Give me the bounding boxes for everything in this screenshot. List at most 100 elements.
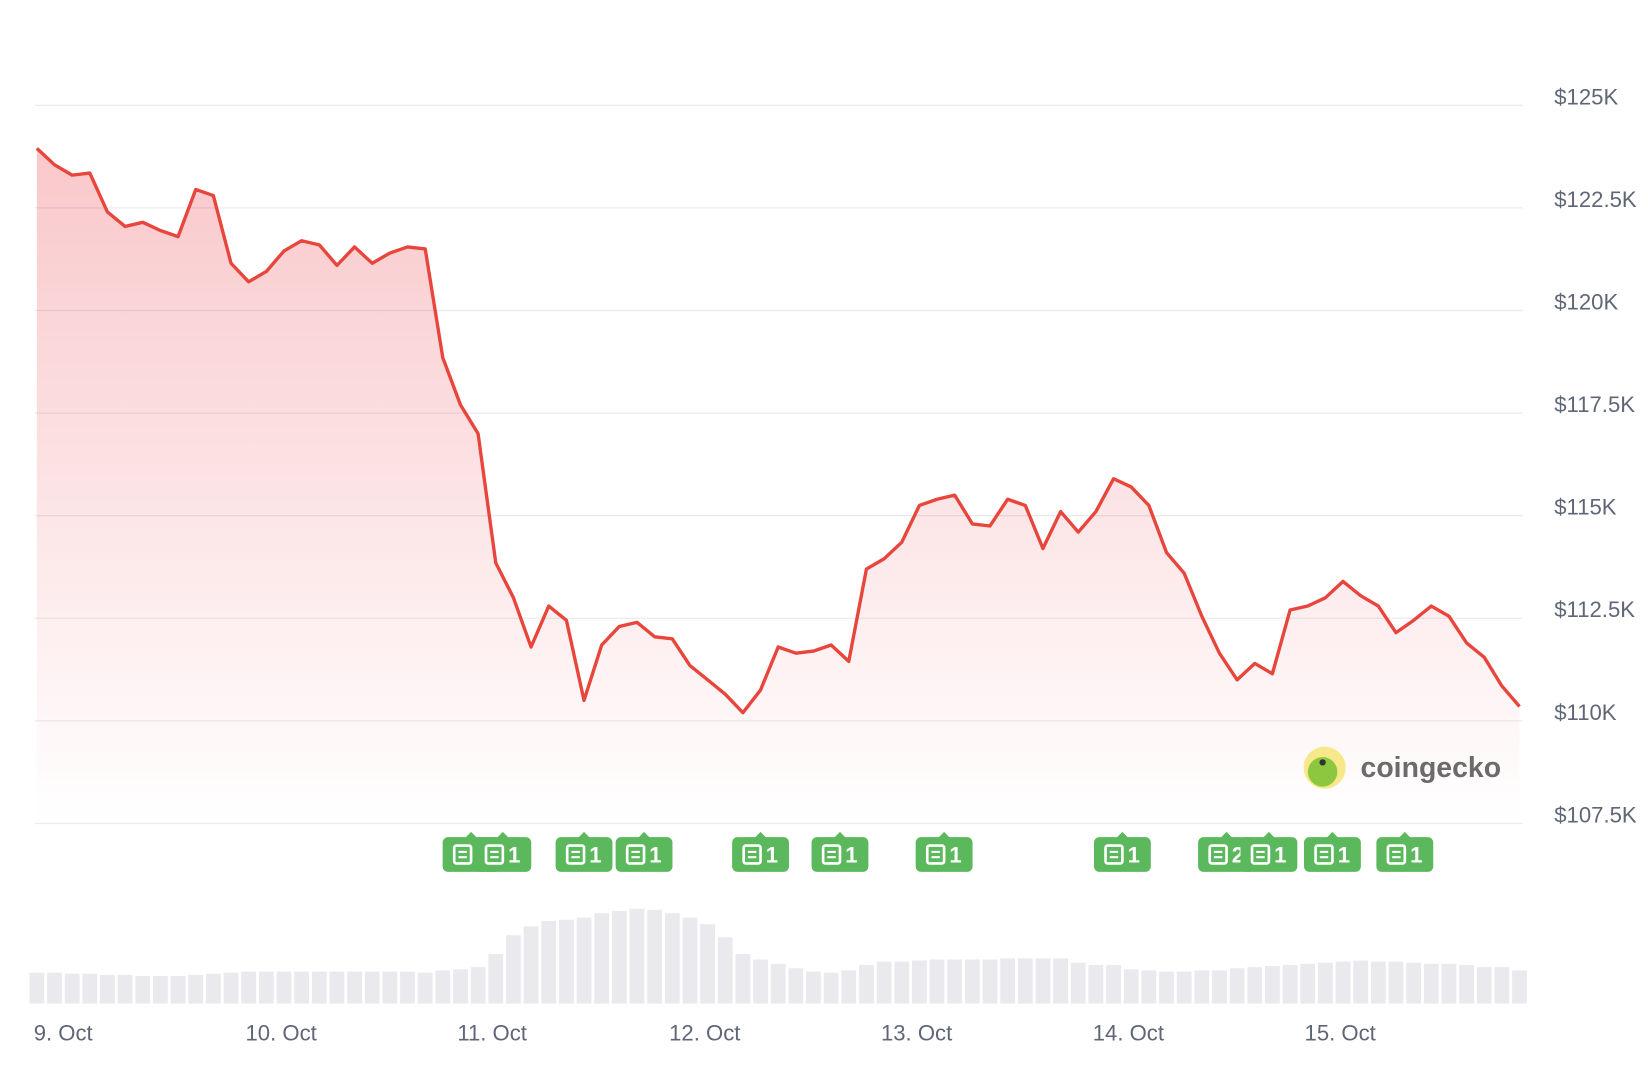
volume-bar <box>1388 961 1404 1004</box>
volume-bar <box>1035 958 1051 1004</box>
volume-bar <box>382 971 398 1004</box>
news-count: 1 <box>508 842 520 867</box>
volume-bar <box>717 937 733 1004</box>
volume-bar <box>1159 971 1174 1004</box>
news-pointer <box>1398 831 1412 839</box>
news-pointer <box>637 831 651 839</box>
volume-bar <box>788 968 804 1004</box>
news-marker[interactable]: 1 <box>732 831 789 872</box>
news-icon <box>452 844 473 865</box>
volume-bar <box>682 917 698 1004</box>
volume-bar <box>1088 964 1104 1004</box>
volume-bar <box>241 971 257 1004</box>
news-count: 1 <box>1274 842 1286 867</box>
news-marker[interactable]: 1 <box>915 831 973 872</box>
volume-bar <box>1406 962 1421 1004</box>
volume-bar <box>170 975 186 1004</box>
volume-bar <box>876 961 892 1004</box>
volume-bar <box>700 924 715 1004</box>
y-tick-label: $120K <box>1554 289 1618 314</box>
volume-bar <box>841 970 857 1004</box>
volume-bar <box>1335 961 1351 1004</box>
volume-bar <box>1229 968 1245 1004</box>
news-count: 1 <box>845 842 857 867</box>
volume-bar <box>1000 958 1016 1004</box>
volume-bar <box>823 972 839 1004</box>
volume-bar <box>1476 967 1492 1004</box>
volume-bar <box>1282 964 1298 1004</box>
news-icon <box>1208 844 1228 865</box>
news-marker[interactable]: 1 <box>1240 831 1298 872</box>
x-tick-label: 9. Oct <box>34 1020 93 1045</box>
price-line <box>35 147 1521 715</box>
volume-bar <box>964 959 980 1004</box>
volume-bar <box>982 959 998 1004</box>
y-tick-label: $125K <box>1554 84 1618 109</box>
volume-bar <box>1106 964 1121 1004</box>
volume-bar <box>82 973 98 1004</box>
news-pointer <box>754 831 767 839</box>
x-tick-label: 10. Oct <box>246 1020 317 1045</box>
news-marker[interactable]: 1 <box>1376 831 1434 872</box>
news-count: 1 <box>766 842 778 867</box>
y-tick-label: $110K <box>1554 700 1617 725</box>
news-count: 1 <box>1410 842 1422 867</box>
volume-bar <box>1423 963 1439 1004</box>
news-pointer <box>833 831 847 839</box>
news-marker[interactable]: 1 <box>1303 831 1361 872</box>
news-icon <box>925 844 946 865</box>
volume-bar <box>135 975 151 1004</box>
volume-bar <box>400 971 415 1004</box>
volume-bar <box>470 967 486 1004</box>
volume-bar <box>1070 962 1086 1004</box>
volume-bar <box>188 974 204 1004</box>
news-icon <box>484 844 505 865</box>
x-tick-label: 15. Oct <box>1305 1020 1376 1045</box>
news-marker[interactable]: 1 <box>1093 831 1151 872</box>
news-icon <box>1314 844 1334 865</box>
news-marker[interactable]: 1 <box>474 831 532 872</box>
y-tick-label: $107.5K <box>1554 802 1637 827</box>
volume-bar <box>47 972 62 1004</box>
volume-bar <box>647 909 663 1004</box>
volume-bar <box>664 913 680 1004</box>
price-area <box>36 148 1520 824</box>
volume-bar <box>117 974 133 1004</box>
news-pointer <box>1220 831 1233 839</box>
volume-bar <box>453 969 468 1004</box>
news-pointer <box>1116 831 1129 839</box>
volume-bar <box>1300 963 1316 1004</box>
volume-bar <box>153 975 168 1004</box>
x-tick-label: 13. Oct <box>881 1020 952 1045</box>
volume-bar <box>1441 963 1457 1004</box>
news-marker[interactable]: 1 <box>615 831 673 872</box>
volume-bar <box>735 953 751 1004</box>
y-tick-label: $122.5K <box>1554 187 1637 212</box>
volume-bar <box>276 971 292 1004</box>
y-tick-label: $115K <box>1554 495 1617 520</box>
volume-bar <box>912 960 927 1004</box>
volume-bar <box>294 971 309 1004</box>
news-pointer <box>464 831 478 839</box>
volume-bar <box>1459 964 1474 1004</box>
news-icon <box>1104 844 1124 865</box>
volume-bar <box>1017 958 1033 1004</box>
news-icon <box>1386 844 1407 865</box>
volume-bar <box>258 971 274 1004</box>
x-tick-label: 14. Oct <box>1093 1020 1164 1045</box>
news-count: 1 <box>1128 842 1140 867</box>
news-icon <box>565 844 586 865</box>
news-marker[interactable]: 1 <box>811 831 869 872</box>
volume-bar <box>559 919 574 1004</box>
volume-bar <box>806 971 821 1004</box>
volume-bar <box>576 917 592 1004</box>
volume-bar <box>29 972 45 1004</box>
volume-bar <box>1353 960 1369 1004</box>
news-count: 1 <box>649 842 661 867</box>
news-count: 1 <box>1338 842 1350 867</box>
volume-bar <box>347 971 362 1004</box>
volume-bar <box>1317 962 1333 1004</box>
news-marker[interactable]: 1 <box>555 831 613 872</box>
